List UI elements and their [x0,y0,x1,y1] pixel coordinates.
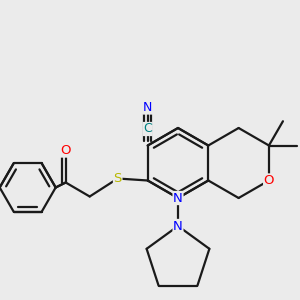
Text: O: O [264,174,274,187]
Text: S: S [113,172,122,185]
Text: C: C [143,122,152,136]
Text: O: O [60,144,71,157]
Text: N: N [143,101,152,114]
Text: N: N [173,191,183,205]
Text: N: N [173,220,183,232]
